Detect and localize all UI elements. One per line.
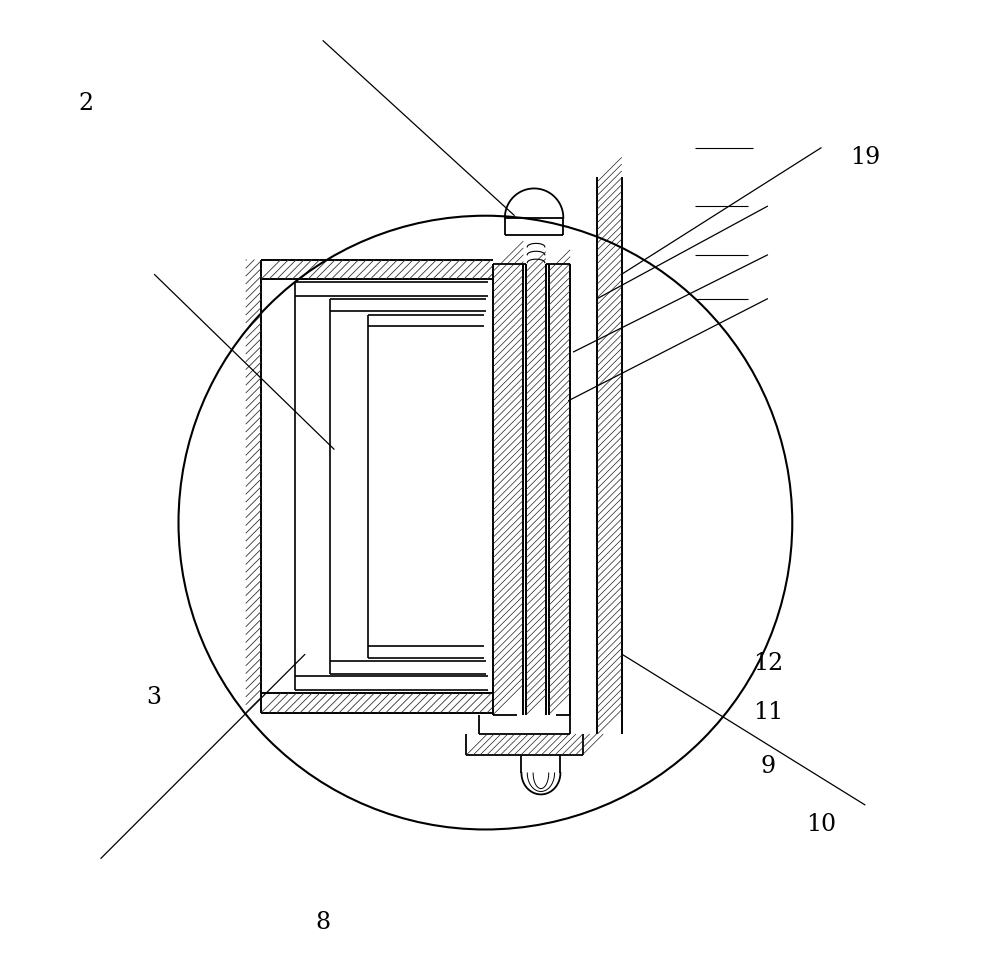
Text: 19: 19 [850, 146, 880, 169]
Text: 12: 12 [753, 653, 783, 675]
Text: 10: 10 [806, 813, 837, 836]
Text: 2: 2 [78, 92, 94, 115]
Text: 9: 9 [760, 754, 775, 778]
Text: 11: 11 [753, 701, 783, 724]
Text: 8: 8 [315, 911, 330, 934]
Text: 3: 3 [147, 687, 162, 709]
